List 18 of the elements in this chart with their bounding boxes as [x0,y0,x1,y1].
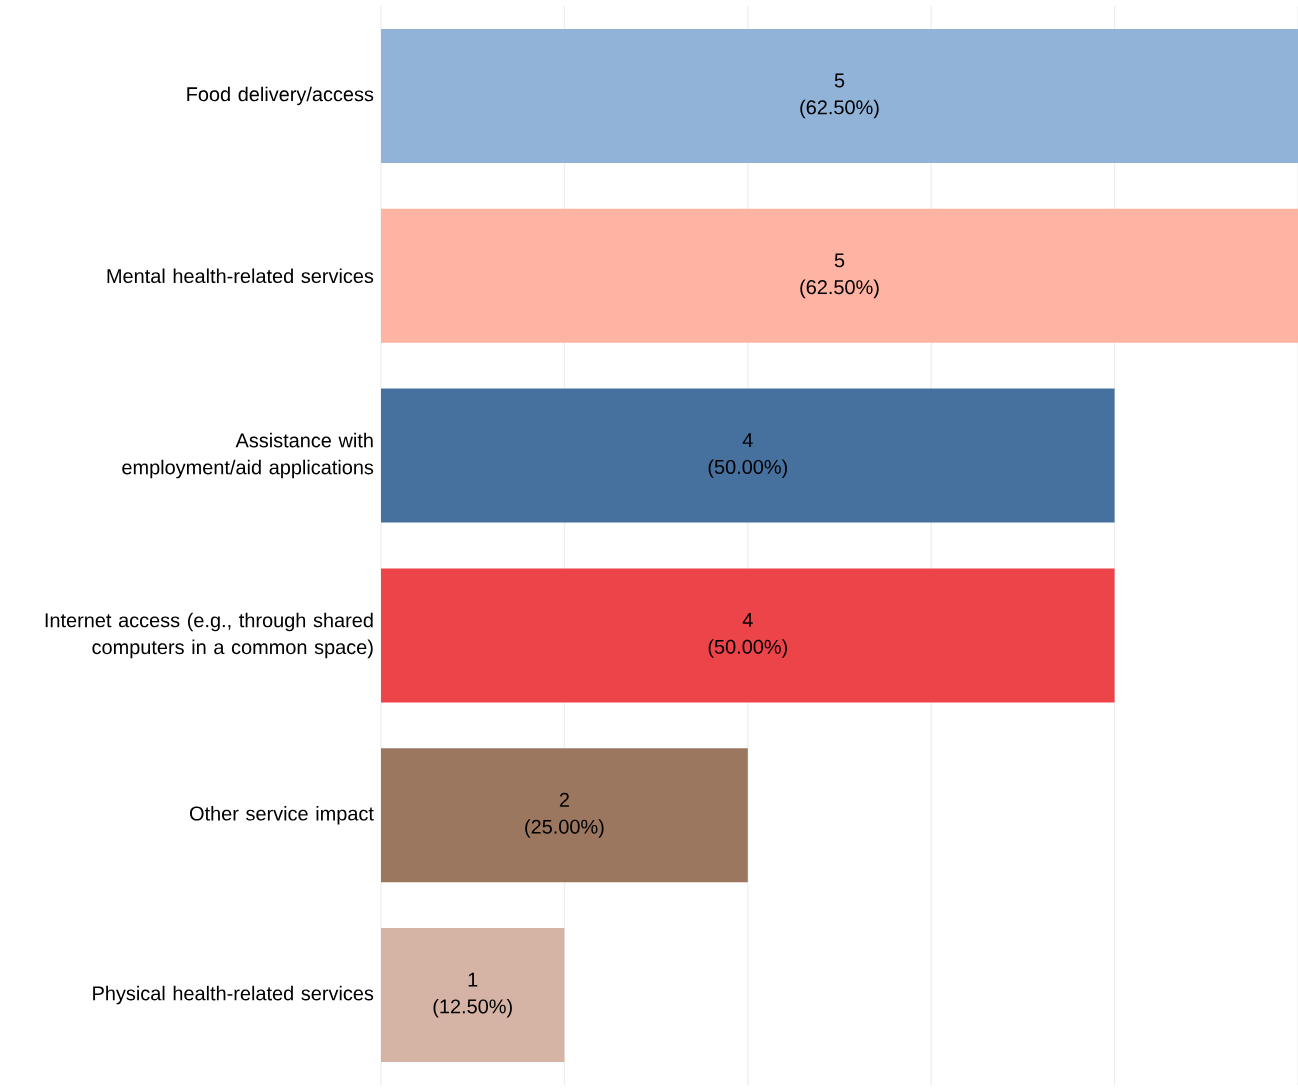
bar [381,28,1298,163]
data-label: 1 (12.50%) [433,972,512,1018]
y-tick-label: Food delivery/access [187,86,374,106]
y-tick-label: Other service impact [189,805,374,825]
bar [381,388,1115,523]
data-label: 2 (25.00%) [525,792,604,838]
y-tick-label: Mental health-related services [107,268,374,284]
data-label: 4 (50.00%) [708,433,787,478]
bar [381,208,1298,343]
bar [381,928,565,1063]
y-tick-label: Assistance with employment/aid applications [122,432,374,479]
data-label: 4 (50.00%) [708,613,787,658]
bar [381,748,748,883]
y-tick-label: Physical health-related services [93,985,374,1005]
data-label: 5 (62.50%) [800,73,879,119]
data-label: 5 (62.50%) [800,253,879,299]
y-tick-label: Internet access (e.g., through shared computers in a common space) [45,612,373,659]
bar [381,568,1115,703]
